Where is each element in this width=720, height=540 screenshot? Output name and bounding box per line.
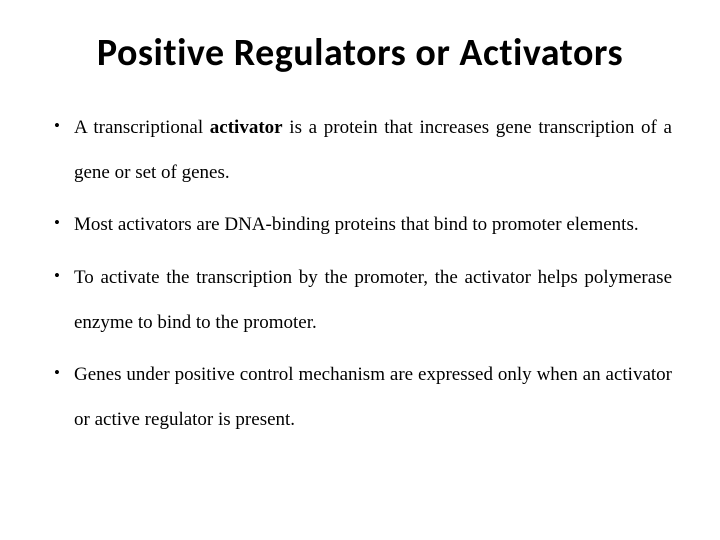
bullet-list: A transcriptional activator is a protein… — [48, 106, 672, 442]
bullet-item: Most activators are DNA-binding proteins… — [48, 203, 672, 248]
bullet-item: A transcriptional activator is a protein… — [48, 106, 672, 195]
slide-title: Positive Regulators or Activators — [48, 30, 672, 76]
bullet-item: To activate the transcription by the pro… — [48, 256, 672, 345]
bullet-text-bold: activator — [210, 117, 283, 138]
bullet-text-pre: To activate the transcription by the pro… — [74, 267, 672, 333]
bullet-text-pre: A transcriptional — [74, 117, 210, 138]
bullet-item: Genes under positive control mechanism a… — [48, 353, 672, 442]
bullet-text-pre: Most activators are DNA-binding proteins… — [74, 214, 639, 235]
slide-container: Positive Regulators or Activators A tran… — [0, 0, 720, 540]
bullet-text-pre: Genes under positive control mechanism a… — [74, 364, 672, 430]
